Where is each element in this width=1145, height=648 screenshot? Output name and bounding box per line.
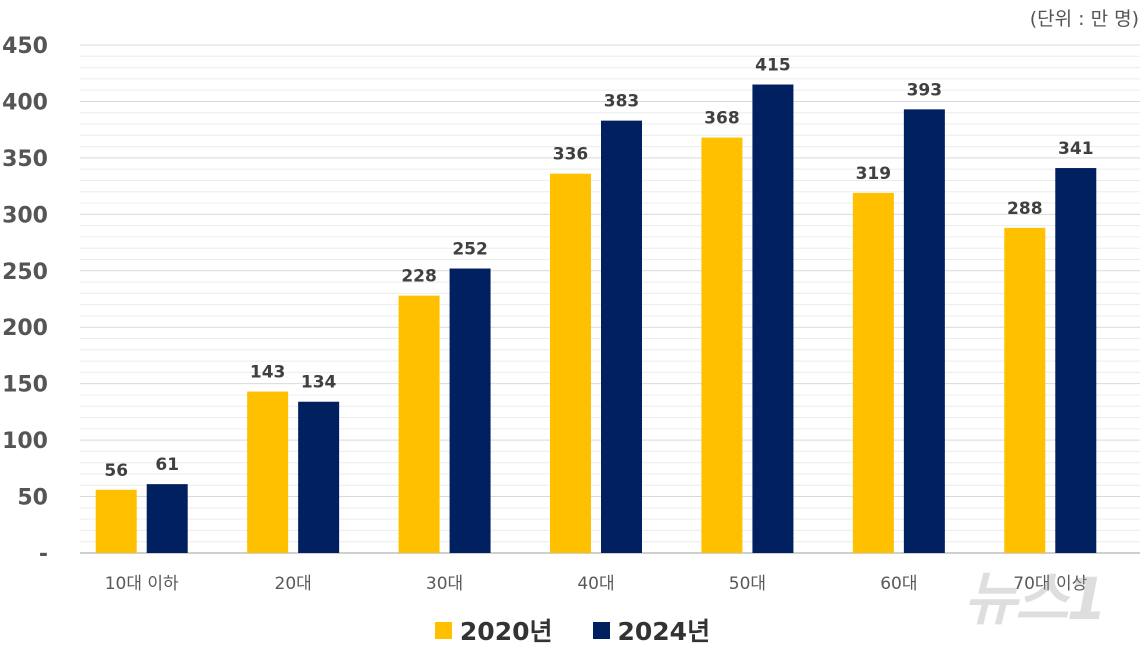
bar xyxy=(852,192,894,553)
legend-item-2024: 2024년 xyxy=(592,612,711,648)
data-label: 319 xyxy=(856,164,892,184)
legend-label-2020: 2020년 xyxy=(459,617,553,646)
y-tick-label: 450 xyxy=(2,34,48,59)
bar xyxy=(903,109,945,553)
bar xyxy=(1004,227,1046,553)
data-label: 252 xyxy=(452,240,488,260)
legend-label-2024: 2024년 xyxy=(617,617,711,646)
bar xyxy=(247,391,289,553)
legend-swatch-2024 xyxy=(592,621,610,639)
bar xyxy=(449,268,491,553)
watermark-logo: 뉴스1 xyxy=(963,565,1107,633)
x-tick-label: 60대 xyxy=(880,574,917,594)
bar xyxy=(550,173,591,553)
bar xyxy=(398,295,440,553)
x-tick-label: 40대 xyxy=(577,574,614,594)
x-tick-label: 30대 xyxy=(426,574,463,594)
y-tick-label: 150 xyxy=(2,373,48,398)
data-label: 61 xyxy=(155,455,179,475)
data-label: 341 xyxy=(1058,139,1094,159)
data-label: 393 xyxy=(907,80,943,100)
data-label: 134 xyxy=(301,373,337,393)
data-label: 143 xyxy=(250,363,286,383)
bar xyxy=(1055,168,1097,553)
unit-note: (단위 : 만 명) xyxy=(1029,8,1139,30)
y-tick-label: 350 xyxy=(2,147,48,172)
bar xyxy=(601,120,642,553)
data-label: 368 xyxy=(704,109,740,129)
data-label: 288 xyxy=(1007,199,1043,219)
y-tick-label: 200 xyxy=(2,316,48,341)
legend-item-2020: 2020년 xyxy=(434,612,553,648)
legend: 2020년 2024년 xyxy=(0,612,1145,648)
x-tick-label: 50대 xyxy=(729,574,766,594)
x-tick-label: 10대 이하 xyxy=(105,574,179,594)
y-tick-label: 250 xyxy=(2,260,48,285)
data-label: 383 xyxy=(604,92,640,112)
x-tick-label: 20대 xyxy=(275,574,312,594)
data-label: 228 xyxy=(401,267,437,287)
data-label: 336 xyxy=(553,145,589,165)
bar xyxy=(752,84,794,553)
data-label: 415 xyxy=(755,56,791,76)
y-tick-label: 300 xyxy=(2,203,48,228)
bar xyxy=(95,489,137,553)
x-tick-label: 70대 이상 xyxy=(1013,574,1087,594)
bar xyxy=(146,484,188,553)
bar xyxy=(298,401,340,553)
y-tick-label: 400 xyxy=(2,90,48,115)
y-tick-label: 100 xyxy=(2,429,48,454)
data-label: 56 xyxy=(104,461,128,481)
y-tick-label: 50 xyxy=(17,486,48,511)
y-tick-label: - xyxy=(39,542,48,567)
legend-swatch-2020 xyxy=(434,621,452,639)
bar xyxy=(701,137,743,553)
